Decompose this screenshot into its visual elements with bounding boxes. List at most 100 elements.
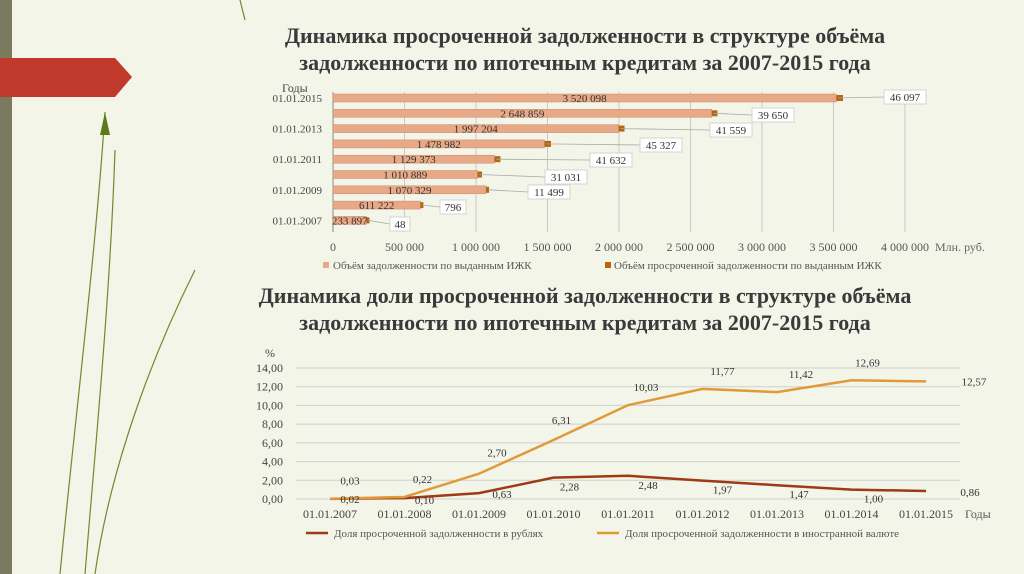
fx-point-label: 10,03	[634, 382, 659, 394]
line-chart-xtick: 01.01.2015	[899, 507, 953, 521]
line-chart-ytick: 12,00	[256, 380, 283, 394]
rub-point-label: 1,47	[789, 489, 809, 501]
bar-total-label: 233 897	[332, 215, 368, 227]
rub-point-label: 2,28	[560, 482, 580, 494]
rub-point-label: 0,63	[492, 489, 512, 501]
bar-overdue	[420, 202, 424, 209]
rub-point-label: 1,97	[713, 485, 733, 497]
bar-overdue-label: 796	[445, 202, 462, 214]
line-chart-xtick: 01.01.2009	[452, 507, 506, 521]
title-line-chart-line2: задолженности по ипотечным кредитам за 2…	[299, 310, 871, 335]
fx-point-label: 12,57	[962, 376, 987, 388]
line-chart-series	[329, 379, 927, 501]
line-chart-ytick: 14,00	[256, 361, 283, 375]
callout-leader	[479, 174, 546, 178]
title-line-chart: Динамика доли просроченной задолженности…	[150, 282, 1020, 336]
fx-point-label: 0,03	[340, 476, 360, 488]
callout-box	[883, 89, 927, 105]
rub-point-label: 0,02	[340, 494, 359, 506]
line-chart: 0,00 2,00 4,00 6,00 8,00 10,00 12,00 14,00 01.01…	[256, 346, 991, 540]
line-chart-ytick: 4,00	[262, 455, 283, 469]
line-chart-xtick: 01.01.2011	[601, 507, 655, 521]
bar-chart-ytick: 01.01.2007	[273, 215, 323, 227]
legend-swatch-total	[323, 262, 329, 268]
line-chart-xlabel: Годы	[965, 507, 991, 521]
line-chart-xtick: 01.01.2007	[303, 507, 357, 521]
line-chart-ytick: 10,00	[256, 398, 283, 412]
line-chart-labels: 0,02 0,10 0,63 2,28 2,48 1,97 1,47 1,00 0,86 0,03…	[340, 357, 987, 507]
bar-chart-ytick: 01.01.2013	[273, 124, 323, 136]
callout-leader	[368, 220, 391, 225]
bar-overdue-label: 46 097	[890, 92, 921, 104]
line-chart-ytick: 2,00	[262, 473, 283, 487]
bar-total-label: 3 520 098	[563, 93, 608, 105]
bar-total-label: 2 648 859	[500, 108, 545, 120]
bar-chart-ytick: 01.01.2011	[273, 154, 322, 166]
series-line-rub	[329, 474, 927, 501]
line-chart-grid: 0,00 2,00 4,00 6,00 8,00 10,00 12,00 14,00 01.01…	[256, 361, 960, 521]
fx-point-label: 11,77	[710, 366, 735, 378]
title-bar-chart: Динамика просроченной задолженности в ст…	[150, 22, 1020, 76]
callout-box	[751, 107, 795, 123]
bar-chart-xtick: 0	[330, 240, 336, 254]
bar-chart-ytick: 01.01.2009	[273, 185, 323, 197]
callout-box	[389, 216, 411, 232]
rub-point-label: 0,86	[960, 487, 980, 499]
title-bar-chart-line2: задолженности по ипотечным кредитам за 2…	[299, 50, 871, 75]
bar-overdue-label: 48	[395, 219, 407, 231]
bar-chart-bars	[332, 93, 843, 225]
callout-leader	[546, 143, 641, 146]
bar-overdue-label: 45 327	[646, 140, 677, 152]
red-arrow-shape	[0, 58, 132, 97]
legend-label-overdue: Объём просроченной задолженности по выда…	[614, 260, 882, 272]
fx-point-label: 6,31	[552, 415, 571, 427]
left-band	[0, 0, 12, 574]
bar-overdue	[366, 217, 370, 224]
callout-leader	[620, 128, 711, 131]
bar-total-label: 1 070 329	[388, 185, 433, 197]
bar-chart-labels: 233 897 611 222 1 070 329 1 010 889 1 129 37…	[332, 89, 927, 232]
line-chart-ytick: 8,00	[262, 417, 283, 431]
line-chart-ytick: 0,00	[262, 492, 283, 506]
bar-chart-legend: Объём задолженности по выданным ИЖК Объё…	[323, 260, 882, 272]
bar-chart-xtick: 2 000 000	[595, 240, 643, 254]
bar-overdue-label: 31 031	[551, 172, 581, 184]
title-line-chart-line1: Динамика доли просроченной задолженности…	[258, 283, 912, 308]
legend-swatch-overdue	[605, 262, 611, 268]
line-chart-xtick: 01.01.2014	[825, 507, 879, 521]
fx-point-label: 12,69	[855, 357, 880, 369]
bar-overdue-label: 11 499	[534, 187, 564, 199]
legend-label-rub: Доля просроченной задолженности в рублях	[334, 528, 544, 540]
callout-leader	[713, 112, 753, 116]
callout-box	[439, 199, 467, 215]
series-line-fx	[329, 379, 927, 500]
bar-chart-ylabel: Годы	[282, 81, 308, 95]
bar-overdue-label: 41 632	[596, 155, 626, 167]
legend-label-fx: Доля просроченной задолженности в иностр…	[625, 528, 899, 540]
line-chart-xtick: 01.01.2013	[750, 507, 804, 521]
bar-total-label: 1 997 204	[454, 124, 499, 136]
bar-overdue-label: 41 559	[716, 125, 747, 137]
line-chart-ylabel: %	[265, 346, 275, 360]
line-chart-xtick: 01.01.2008	[378, 507, 432, 521]
bar-chart-xtick: 4 000 000	[881, 240, 929, 254]
bar-chart-xtick: 1 500 000	[524, 240, 572, 254]
rub-point-label: 1,00	[864, 494, 884, 506]
fx-point-label: 11,42	[789, 369, 813, 381]
bar-overdue-label: 39 650	[758, 110, 789, 122]
line-chart-xtick: 01.01.2010	[527, 507, 581, 521]
bar-overdue	[486, 186, 490, 193]
rub-point-label: 2,48	[638, 480, 658, 492]
bar-chart-xtick: 2 500 000	[667, 240, 715, 254]
decorative-triangle	[100, 112, 110, 135]
bar-chart: 0 500 000 1 000 000 1 500 000 2 000 000 2 500…	[273, 81, 985, 272]
callout-box	[527, 184, 571, 200]
bar-chart-xtick: 3 500 000	[810, 240, 858, 254]
callout-box	[709, 122, 753, 138]
bar-chart-xtick: 1 000 000	[452, 240, 500, 254]
callout-leader	[488, 189, 529, 193]
bar-total-label: 1 010 889	[383, 170, 428, 182]
bar-chart-xtick: 3 000 000	[738, 240, 786, 254]
bar-total-label: 1 129 373	[392, 154, 437, 166]
callout-leader	[422, 204, 441, 208]
